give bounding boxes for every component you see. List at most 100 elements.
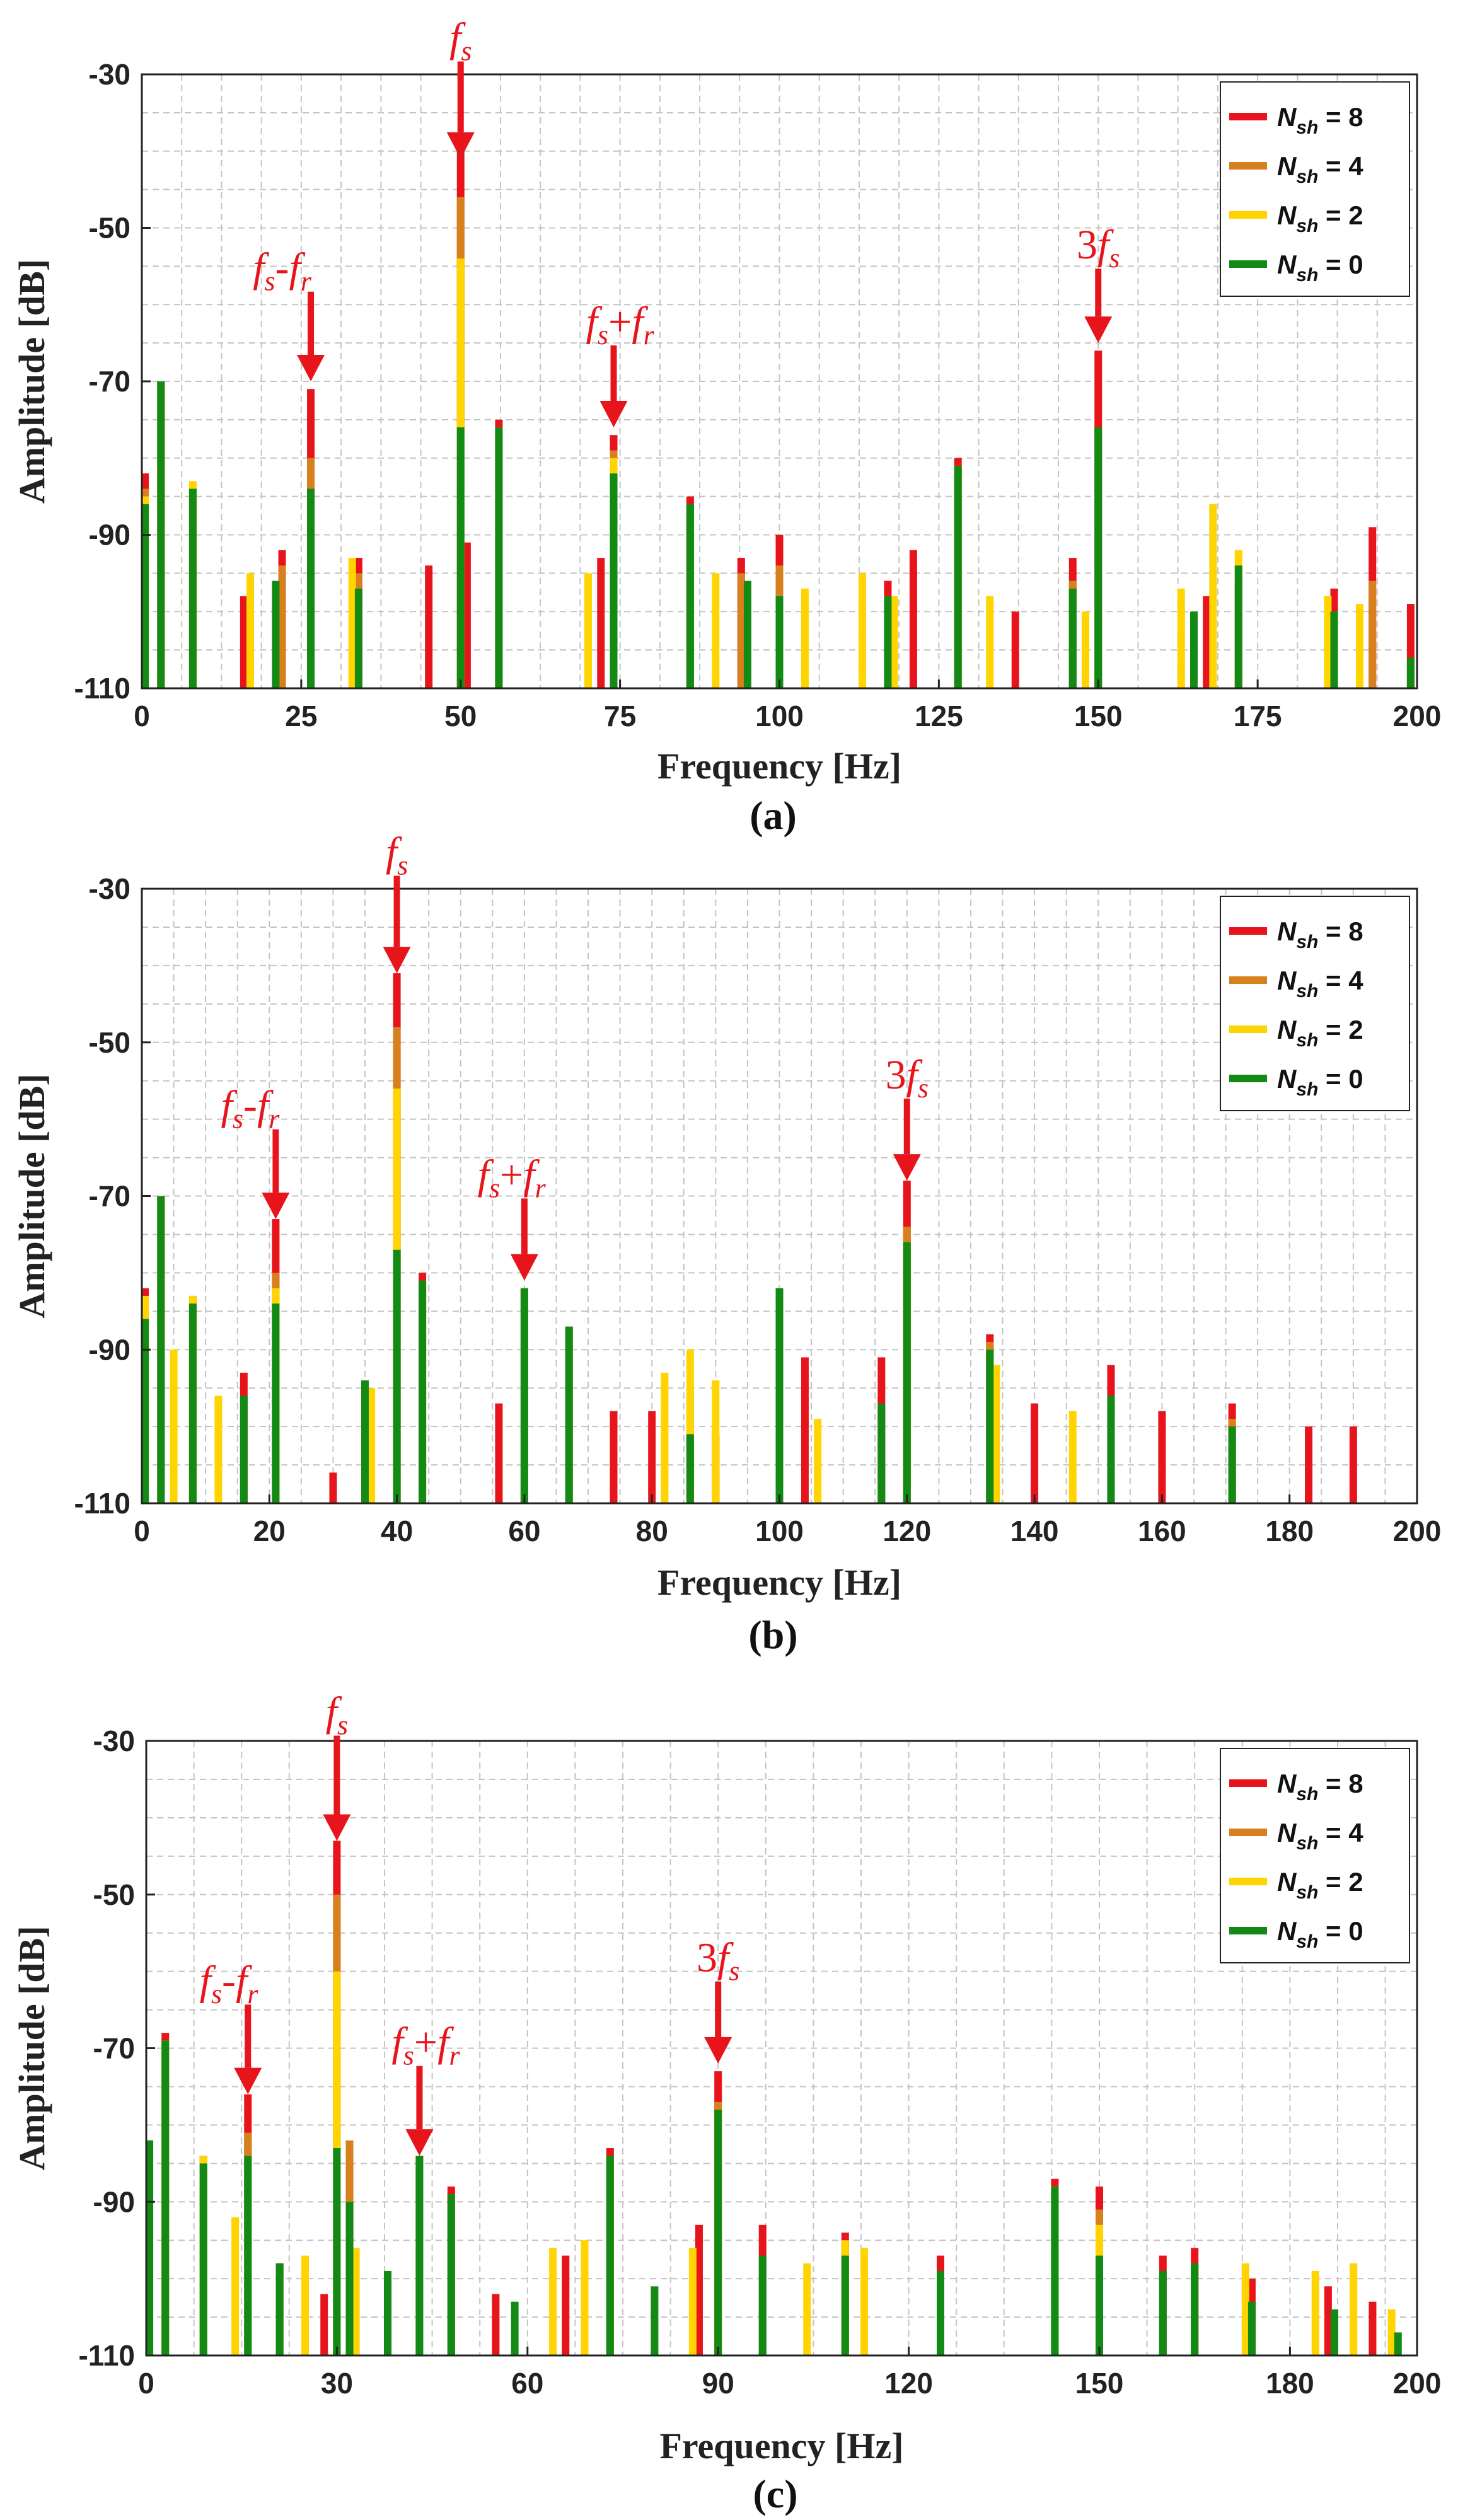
legend-entry: Nsh = 4 xyxy=(1277,1818,1363,1854)
y-tick-label: -90 xyxy=(89,519,130,552)
legend-entry: Nsh = 0 xyxy=(1277,1064,1363,1100)
y-tick-label: -30 xyxy=(89,872,130,905)
arrow-head xyxy=(893,1154,921,1181)
x-tick-label: 120 xyxy=(884,2367,933,2400)
annotation-label: fs+fr xyxy=(586,299,655,350)
x-tick-label: 20 xyxy=(253,1515,286,1547)
legend: Nsh = 8 Nsh = 4 Nsh = 2 Nsh = 0 xyxy=(1220,81,1410,297)
spectrum-peak xyxy=(1068,1411,1077,1503)
y-tick-label: -90 xyxy=(89,1333,130,1366)
spectrum-peak xyxy=(246,573,254,688)
legend-entry: Nsh = 0 xyxy=(1277,1916,1363,1952)
y-tick-label: -30 xyxy=(89,58,130,91)
annotation-arrow: fs+fr xyxy=(478,1152,547,1281)
y-tick-label: -30 xyxy=(93,1725,135,1757)
spectrum-peak xyxy=(610,473,618,688)
spectrum-peak xyxy=(320,2294,328,2355)
x-tick-label: 140 xyxy=(1010,1515,1059,1547)
annotation-arrow: 3fs xyxy=(886,1052,929,1181)
x-tick-label: 30 xyxy=(321,2367,353,2400)
spectrum-peak xyxy=(1369,581,1377,688)
spectrum-peak xyxy=(648,1411,656,1503)
spectrum-peak xyxy=(1355,604,1363,688)
arrow-head xyxy=(446,132,475,159)
x-tick-label: 100 xyxy=(755,1515,804,1547)
spectrum-peak xyxy=(1394,2332,1402,2355)
spectrum-peak xyxy=(860,2248,869,2355)
arrow-head xyxy=(1084,316,1113,344)
y-tick-label: -50 xyxy=(93,1878,135,1911)
spectrum-peak xyxy=(495,427,503,688)
spectrum-peak xyxy=(1406,657,1415,688)
spectrum-peak xyxy=(1107,1396,1115,1503)
x-tick-label: 180 xyxy=(1266,2367,1314,2400)
spectrum-peak xyxy=(393,1249,401,1503)
spectrum-peak xyxy=(803,2263,811,2355)
x-tick-label: 90 xyxy=(702,2367,734,2400)
spectrum-peak xyxy=(1159,2270,1167,2355)
arrow-head xyxy=(510,1254,538,1281)
spectrum-peak xyxy=(231,2217,240,2355)
spectrum-peak xyxy=(937,2270,944,2355)
spectrum-peak xyxy=(801,588,809,688)
spectrum-peak xyxy=(562,2255,570,2355)
spectrum-peak xyxy=(278,565,286,688)
spectrum-peak xyxy=(354,588,362,688)
chart-panel-1: 0 20 40 60 80 100 120 140 160 180 200 -30 -50 -70 -90 -… xyxy=(11,829,1441,1657)
spectrum-peak xyxy=(801,1357,809,1503)
spectrum-peak xyxy=(890,596,898,688)
arrow-head xyxy=(234,2067,262,2095)
series-3 xyxy=(141,381,1415,688)
spectrum-peak xyxy=(688,2248,697,2355)
annotation-label: fs xyxy=(326,1689,348,1741)
annotation-arrow: fs+fr xyxy=(586,299,655,428)
spectrum-peak xyxy=(1247,2301,1256,2355)
x-tick-label: 60 xyxy=(511,2367,543,2400)
spectrum-peak xyxy=(877,1403,886,1503)
spectrum-peak xyxy=(368,1388,376,1503)
spectrum-peak xyxy=(301,2255,309,2355)
spectrum-peak xyxy=(610,1411,618,1503)
spectrum-peak xyxy=(333,2147,341,2355)
spectrum-peak xyxy=(737,573,745,688)
spectrum-peak xyxy=(456,427,465,688)
spectrum-peak xyxy=(992,1365,1000,1503)
annotation-arrow: 3fs xyxy=(697,1935,739,2064)
spectrum-peak xyxy=(275,2263,284,2355)
y-tick-label: -110 xyxy=(78,2339,135,2372)
spectrum-peak xyxy=(1311,2270,1319,2355)
x-axis-label: Frequency [Hz] xyxy=(657,1562,901,1603)
spectrum-peak xyxy=(1209,504,1217,688)
annotation-arrow: fs-fr xyxy=(200,1958,262,2095)
spectrum-peak xyxy=(495,1403,503,1503)
y-tick-label: -70 xyxy=(89,365,130,398)
spectrum-peak xyxy=(384,2270,392,2355)
spectrum-peak xyxy=(584,573,593,688)
spectrum-peak xyxy=(712,573,720,688)
spectrum-peak xyxy=(1228,1426,1236,1503)
spectrum-peak xyxy=(157,381,165,688)
y-axis-label: Amplitude [dB] xyxy=(11,1073,52,1318)
y-tick-label: -70 xyxy=(93,2032,135,2065)
spectrum-peak xyxy=(1330,611,1338,688)
spectrum-peak xyxy=(1158,1411,1166,1503)
annotation-label: 3fs xyxy=(697,1935,739,1987)
spectrum-peak xyxy=(884,596,892,688)
spectrum-peak xyxy=(419,1280,427,1503)
spectrum-peak xyxy=(1324,596,1332,688)
spectrum-peak xyxy=(492,2294,500,2355)
spectrum-peak xyxy=(520,1288,528,1503)
spectrum-peak xyxy=(240,596,248,688)
x-tick-label: 0 xyxy=(134,1515,150,1547)
spectrum-peak xyxy=(686,504,694,688)
y-tick-label: -110 xyxy=(74,672,130,705)
legend: Nsh = 8 Nsh = 4 Nsh = 2 Nsh = 0 xyxy=(1220,896,1410,1111)
panel-label: (a) xyxy=(749,793,797,838)
annotation-arrow: fs-fr xyxy=(253,245,325,381)
spectrum-peak xyxy=(1234,565,1242,688)
spectrum-peak xyxy=(986,1350,994,1503)
spectrum-peak xyxy=(244,2156,252,2355)
spectrum-peak xyxy=(188,1303,197,1503)
series-3 xyxy=(146,2040,1402,2355)
